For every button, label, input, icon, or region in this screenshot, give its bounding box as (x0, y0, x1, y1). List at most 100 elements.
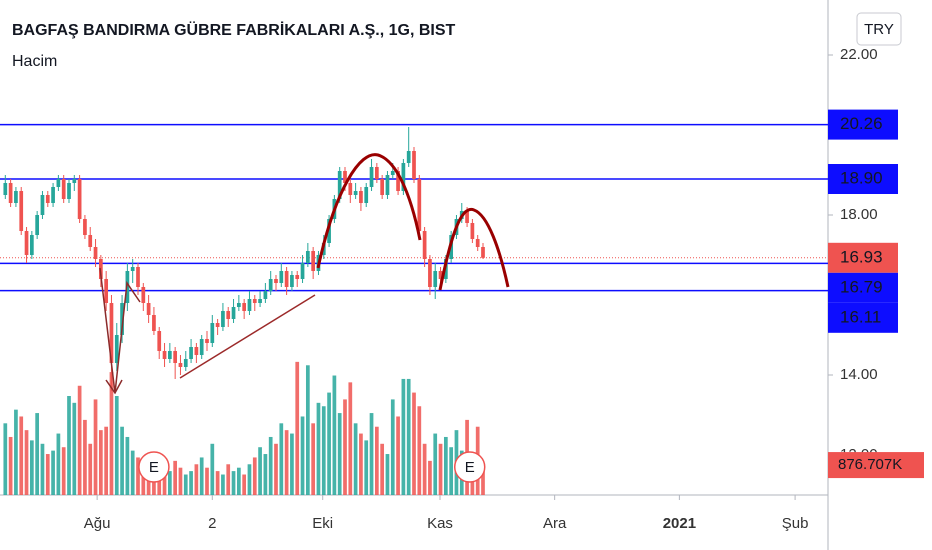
volume-bar (247, 464, 252, 495)
candle-body (247, 299, 252, 311)
candle-body (88, 235, 93, 247)
candle-body (364, 187, 369, 203)
volume-title: Hacim (12, 53, 57, 70)
volume-bar (359, 433, 363, 495)
candle-body (173, 351, 178, 363)
volume-bar (24, 430, 29, 495)
volume-bar (443, 436, 448, 495)
candle-body (157, 331, 162, 351)
candle-body (120, 303, 124, 335)
candle-body (130, 267, 135, 271)
candle-body (56, 179, 61, 187)
x-tick-label: Ağu (84, 515, 111, 532)
candle-body (295, 275, 300, 279)
candle-body (258, 299, 262, 303)
candle-body (348, 183, 353, 195)
volume-bar (35, 413, 40, 495)
candle-body (178, 363, 183, 367)
volume-bar (449, 447, 454, 495)
volume-bar (385, 454, 390, 495)
volume-bar (396, 416, 400, 495)
candle-body (279, 271, 284, 283)
volume-bar (88, 443, 93, 495)
volume-bar (221, 474, 225, 495)
volume-label-box (828, 452, 924, 479)
candle-body (252, 299, 257, 303)
volume-bar (300, 416, 305, 495)
volume-bar (369, 413, 374, 495)
volume-bar (279, 423, 284, 495)
volume-bar (136, 457, 140, 495)
candle-body (406, 151, 411, 163)
volume-bar (268, 436, 273, 495)
currency-label[interactable]: TRY (864, 21, 894, 38)
volume-bar (226, 464, 231, 495)
candle-body (162, 351, 167, 359)
volume-bar (316, 402, 321, 495)
volume-bar (51, 450, 55, 495)
volume-bar (332, 375, 337, 495)
price-label-box (828, 164, 898, 194)
candle-body (40, 195, 45, 215)
volume-bar (83, 419, 87, 495)
arc-drawing (438, 207, 510, 291)
volume-bar (77, 385, 82, 495)
volume-bar (290, 433, 294, 495)
volume-bar (8, 436, 13, 495)
candle-body (24, 231, 29, 255)
volume-bar (205, 467, 209, 495)
volume-bar (194, 464, 199, 495)
candle-body (470, 223, 475, 239)
earnings-marker (138, 451, 170, 483)
candle-body (242, 303, 247, 311)
candle-body (221, 311, 225, 327)
x-tick-label: Kas (427, 515, 453, 532)
price-label: 16.93 (840, 247, 883, 266)
candle-body (412, 151, 416, 179)
x-tick-label: Şub (782, 515, 809, 532)
volume-bar (433, 433, 438, 495)
candle-body (305, 251, 310, 263)
volume-bar (311, 423, 316, 495)
candle-body (263, 291, 268, 299)
volume-bar (125, 436, 130, 495)
candle-body (183, 359, 188, 367)
candle-body (146, 303, 151, 315)
candle-body (93, 247, 98, 259)
volume-bar (390, 399, 395, 495)
volume-bar (401, 378, 406, 495)
volume-bar (406, 378, 411, 495)
price-label-box (828, 242, 898, 273)
volume-bar (72, 402, 77, 495)
price-label: 18.90 (840, 168, 883, 187)
volume-bar (29, 440, 34, 495)
candle-body (194, 347, 199, 355)
volume-bar (120, 426, 124, 495)
earnings-marker (453, 451, 486, 483)
volume-bar (337, 413, 342, 495)
candle-body (274, 279, 278, 283)
volume-bar (199, 457, 204, 495)
candle-body (327, 219, 331, 243)
candle-body (374, 167, 379, 179)
volume-bar (305, 365, 310, 495)
volume-bar (236, 467, 241, 495)
volume-bar (45, 454, 50, 495)
candle-body (433, 271, 438, 287)
currency-button[interactable] (856, 12, 902, 46)
volume-bar (412, 392, 416, 495)
x-tick-label: Eki (312, 515, 333, 532)
candle-body (199, 339, 204, 355)
candle-body (205, 339, 209, 343)
trend-line (179, 294, 316, 379)
volume-bar (258, 447, 262, 495)
volume-bar (178, 467, 183, 495)
candle-body (104, 279, 109, 303)
candle-body (385, 175, 390, 195)
price-label: 16.11 (840, 307, 881, 326)
candle-body (109, 303, 114, 363)
x-tick-label: 2 (208, 515, 216, 532)
volume-bar (210, 443, 215, 495)
price-label-box (828, 272, 898, 303)
